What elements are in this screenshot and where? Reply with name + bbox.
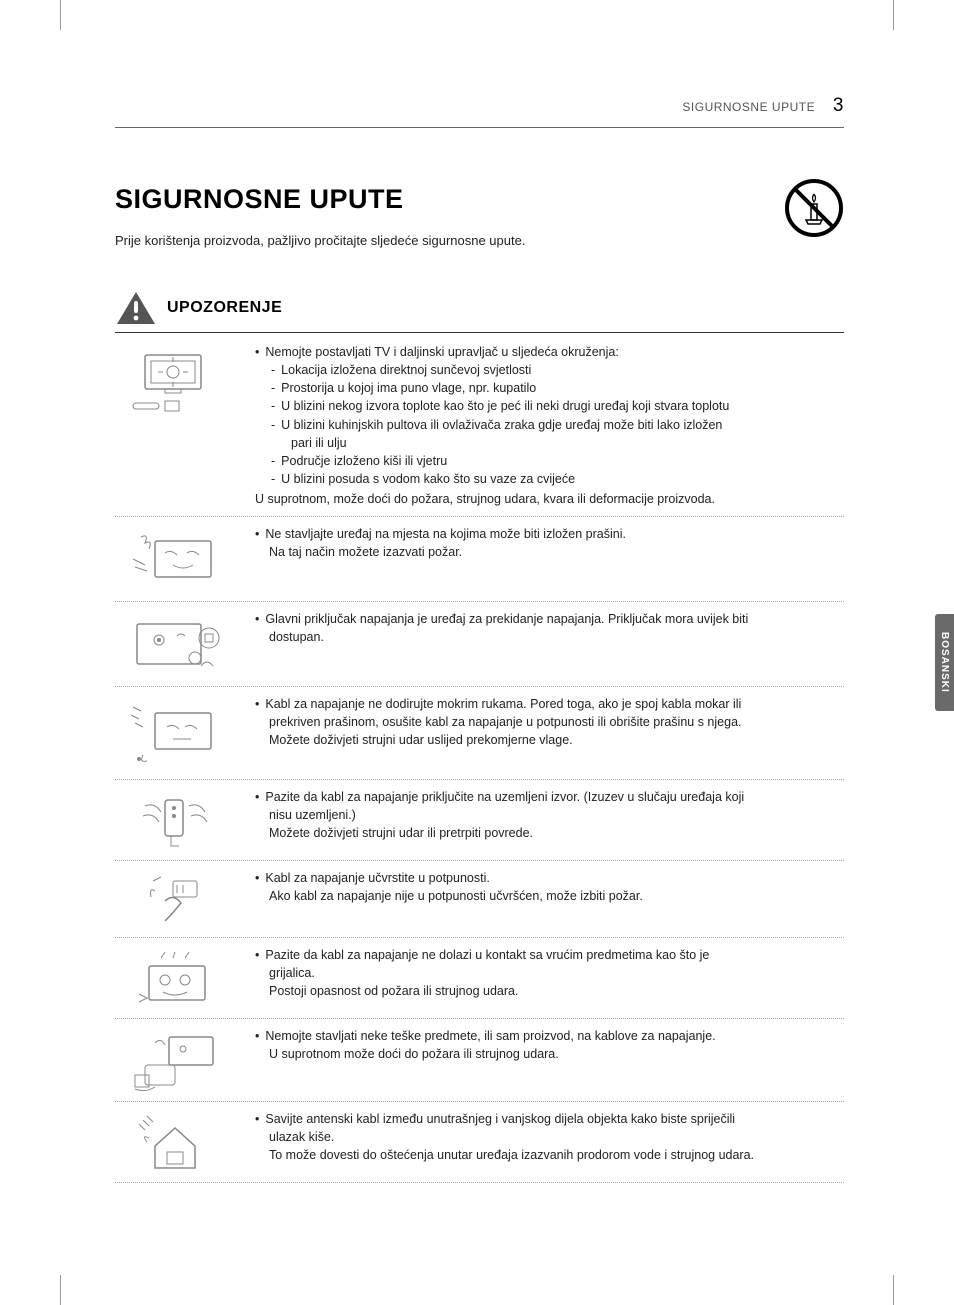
row-illustration	[115, 525, 235, 593]
row-sub: pari ili ulju	[269, 434, 844, 452]
no-candle-icon	[784, 178, 844, 238]
page-title: SIGURNOSNE UPUTE	[115, 184, 844, 215]
row-bullet: Kabl za napajanje ne dodirujte mokrim ru…	[265, 695, 741, 713]
row-illustration	[115, 788, 235, 852]
warning-row: Savijte antenski kabl između unutrašnjeg…	[115, 1102, 844, 1183]
row-illustration	[115, 946, 235, 1010]
row-bullet: Nemojte stavljati neke teške predmete, i…	[265, 1027, 715, 1045]
row-illustration	[115, 869, 235, 929]
row-bullet: Pazite da kabl za napajanje ne dolazi u …	[265, 946, 709, 964]
row-illustration	[115, 1027, 235, 1093]
row-sub: Lokacija izložena direktnoj sunčevoj svj…	[281, 361, 531, 379]
warning-row: Glavni priključak napajanja je uređaj za…	[115, 602, 844, 687]
warning-row: Nemojte postavljati TV i daljinski uprav…	[115, 335, 844, 517]
row-line: Ako kabl za napajanje nije u potpunosti …	[255, 887, 844, 905]
row-line: nisu uzemljeni.)	[255, 806, 844, 824]
intro-text: Prije korištenja proizvoda, pažljivo pro…	[115, 233, 844, 248]
row-line: Možete doživjeti strujni udar uslijed pr…	[255, 731, 844, 749]
row-bullet: Savijte antenski kabl između unutrašnjeg…	[265, 1110, 735, 1128]
row-after: U suprotnom, može doći do požara, strujn…	[255, 490, 844, 508]
warning-row: Kabl za napajanje učvrstite u potpunosti…	[115, 861, 844, 938]
row-illustration	[115, 343, 235, 417]
row-illustration	[115, 610, 235, 678]
row-sub: U blizini kuhinjskih pultova ili ovlaživ…	[281, 416, 722, 434]
language-tab: BOSANSKI	[935, 614, 954, 711]
row-sub: Područje izloženo kiši ili vjetru	[281, 452, 447, 470]
warning-row: Nemojte stavljati neke teške predmete, i…	[115, 1019, 844, 1102]
row-line: Možete doživjeti strujni udar ili pretrp…	[255, 824, 844, 842]
row-line: grijalica.	[255, 964, 844, 982]
row-sub: Prostorija u kojoj ima puno vlage, npr. …	[281, 379, 536, 397]
warning-row: Kabl za napajanje ne dodirujte mokrim ru…	[115, 687, 844, 780]
warning-header: UPOZORENJE	[115, 290, 844, 333]
row-line: Postoji opasnost od požara ili strujnog …	[255, 982, 844, 1000]
warning-label: UPOZORENJE	[167, 299, 282, 317]
warning-row: Pazite da kabl za napajanje priključite …	[115, 780, 844, 861]
row-line: prekriven prašinom, osušite kabl za napa…	[255, 713, 844, 731]
page-header: SIGURNOSNE UPUTE 3	[115, 95, 844, 128]
row-illustration	[115, 695, 235, 771]
row-bullet: Ne stavljajte uređaj na mjesta na kojima…	[265, 525, 626, 543]
row-line: Na taj način možete izazvati požar.	[255, 543, 844, 561]
warning-triangle-icon	[115, 290, 157, 326]
row-sub: U blizini nekog izvora toplote kao što j…	[281, 397, 729, 415]
row-line: U suprotnom može doći do požara ili stru…	[255, 1045, 844, 1063]
row-bullet: Pazite da kabl za napajanje priključite …	[265, 788, 744, 806]
warning-row: Ne stavljajte uređaj na mjesta na kojima…	[115, 517, 844, 602]
row-line: ulazak kiše.	[255, 1128, 844, 1146]
row-line: dostupan.	[255, 628, 844, 646]
row-bullet: Nemojte postavljati TV i daljinski uprav…	[265, 343, 618, 361]
row-bullet: Kabl za napajanje učvrstite u potpunosti…	[265, 869, 489, 887]
page-content: SIGURNOSNE UPUTE 3 SIGURNOSNE UPUTE Prij…	[115, 95, 844, 1215]
header-section: SIGURNOSNE UPUTE	[682, 100, 815, 114]
page-number: 3	[833, 95, 844, 116]
row-bullet: Glavni priključak napajanja je uređaj za…	[265, 610, 748, 628]
row-line: To može dovesti do oštećenja unutar uređ…	[255, 1146, 844, 1164]
row-illustration	[115, 1110, 235, 1174]
row-sub: U blizini posuda s vodom kako što su vaz…	[281, 470, 575, 488]
warning-row: Pazite da kabl za napajanje ne dolazi u …	[115, 938, 844, 1019]
